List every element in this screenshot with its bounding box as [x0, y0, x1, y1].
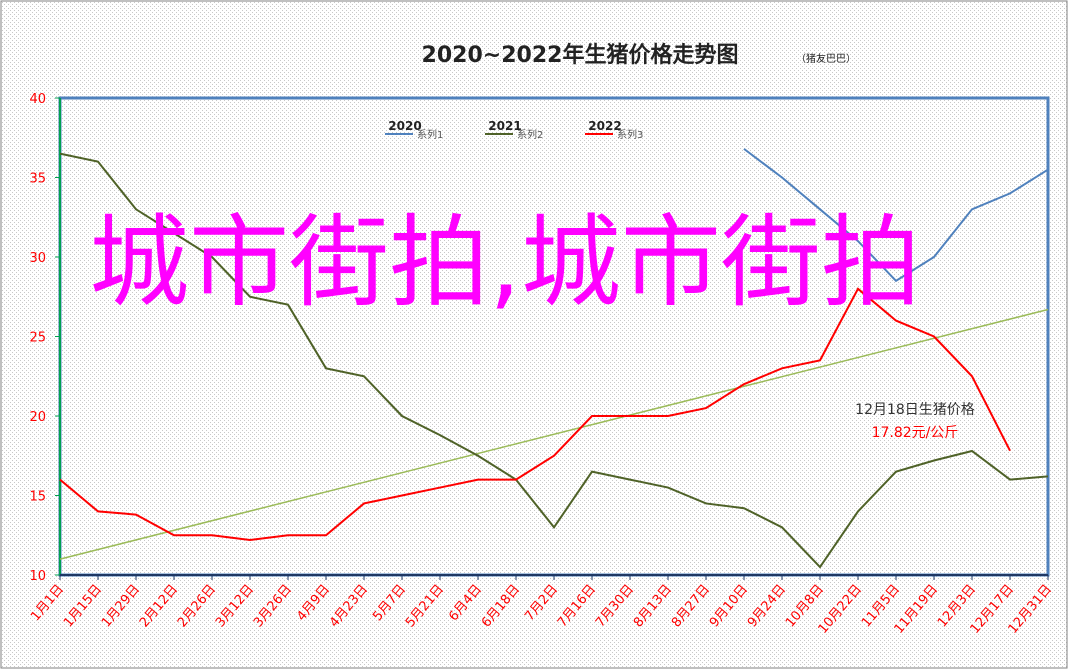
- series-line: [59, 287, 1011, 542]
- legend-title: 2022: [588, 119, 621, 133]
- annotation: 12月18日生猪价格: [855, 402, 975, 418]
- series-line: [743, 148, 1049, 283]
- trend-line: [59, 308, 1049, 560]
- chart-title: 2020~2022年生猪价格走势图: [422, 42, 739, 68]
- y-tick-label: 25: [29, 331, 46, 346]
- y-tick-label: 40: [29, 92, 46, 107]
- watermark: 城市街拍,城市街拍: [89, 204, 921, 321]
- y-tick-label: 30: [29, 251, 46, 266]
- y-tick-label: 20: [29, 410, 46, 425]
- series-line: [59, 152, 1049, 569]
- legend-label: 系列1: [417, 128, 443, 141]
- y-tick-label: 10: [29, 569, 46, 584]
- y-tick-label: 15: [29, 490, 46, 505]
- legend-title: 2021: [488, 119, 521, 133]
- y-tick-label: 35: [29, 172, 46, 187]
- legend-title: 2020: [388, 119, 421, 133]
- chart-subtitle: （猪友巴巴）: [796, 52, 856, 65]
- legend-label: 系列2: [517, 128, 543, 141]
- annotation: 17.82元/公斤: [872, 425, 959, 441]
- legend-label: 系列3: [617, 128, 643, 141]
